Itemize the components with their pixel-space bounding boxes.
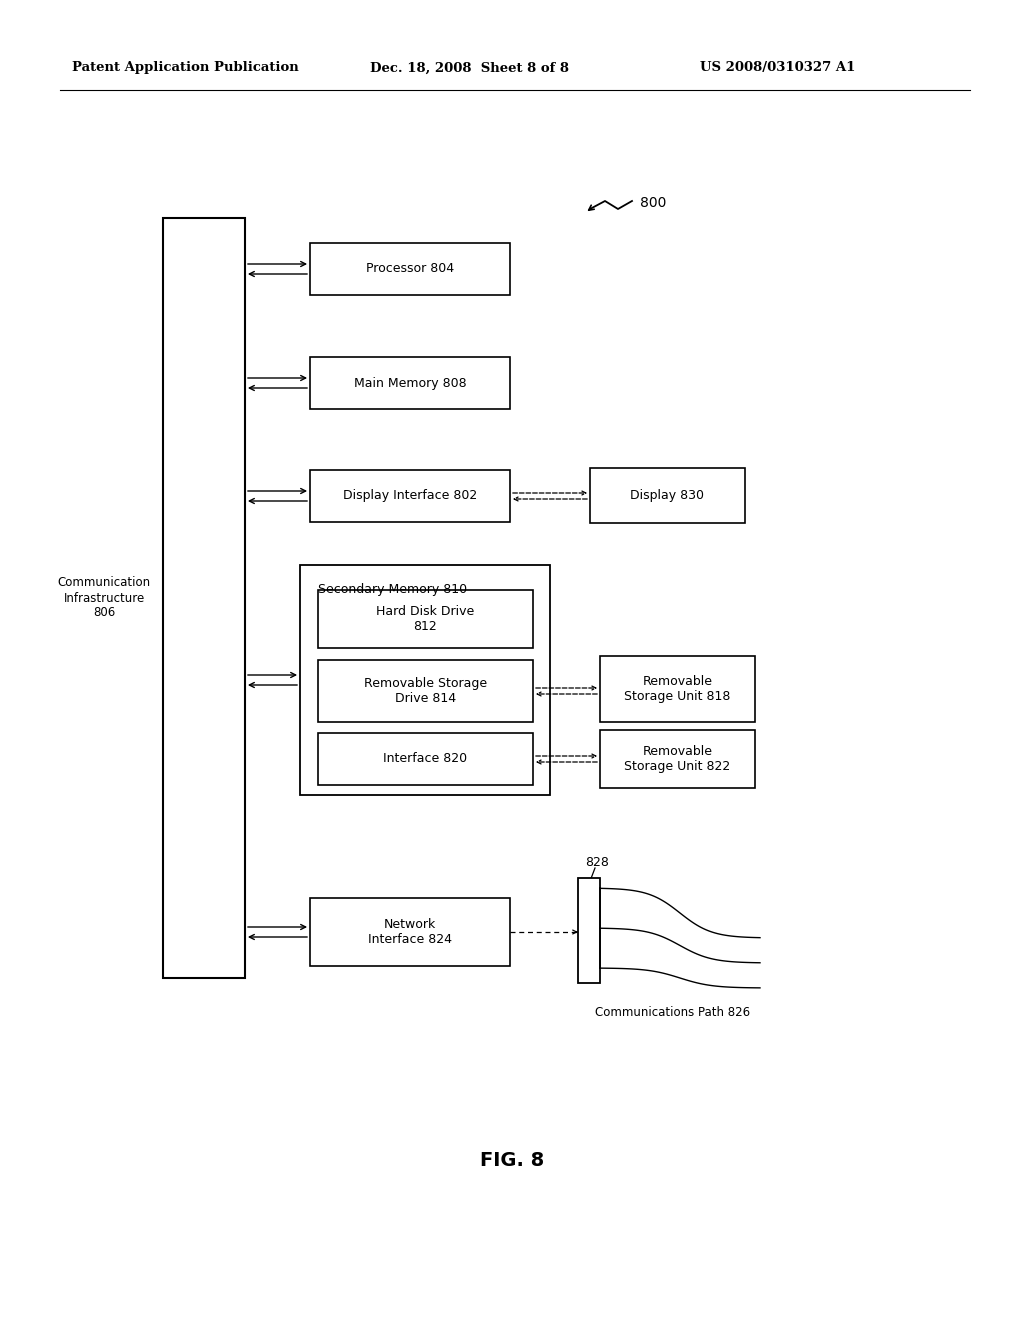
Bar xyxy=(590,469,745,523)
Bar xyxy=(310,356,510,409)
Text: Hard Disk Drive
812: Hard Disk Drive 812 xyxy=(377,605,475,634)
Text: Communication
Infrastructure
806: Communication Infrastructure 806 xyxy=(58,577,151,619)
Text: Display Interface 802: Display Interface 802 xyxy=(343,490,477,503)
Text: Dec. 18, 2008  Sheet 8 of 8: Dec. 18, 2008 Sheet 8 of 8 xyxy=(370,62,569,74)
Bar xyxy=(318,733,534,785)
Text: FIG. 8: FIG. 8 xyxy=(480,1151,544,1170)
Bar xyxy=(300,565,550,795)
Bar xyxy=(600,656,755,722)
Text: Interface 820: Interface 820 xyxy=(383,752,468,766)
Text: Processor 804: Processor 804 xyxy=(366,263,454,276)
Bar xyxy=(600,730,755,788)
Text: Removable Storage
Drive 814: Removable Storage Drive 814 xyxy=(364,677,487,705)
Text: Main Memory 808: Main Memory 808 xyxy=(353,376,466,389)
Bar xyxy=(163,218,245,978)
Text: Communications Path 826: Communications Path 826 xyxy=(595,1006,750,1019)
Text: Removable
Storage Unit 818: Removable Storage Unit 818 xyxy=(625,675,731,704)
Text: 800: 800 xyxy=(640,195,667,210)
Text: 828: 828 xyxy=(585,855,609,869)
Text: Network
Interface 824: Network Interface 824 xyxy=(368,917,452,946)
Bar xyxy=(318,660,534,722)
Bar xyxy=(310,898,510,966)
Text: Patent Application Publication: Patent Application Publication xyxy=(72,62,299,74)
Bar xyxy=(310,470,510,521)
Text: Removable
Storage Unit 822: Removable Storage Unit 822 xyxy=(625,744,731,774)
Bar xyxy=(310,243,510,294)
Text: Secondary Memory 810: Secondary Memory 810 xyxy=(318,583,467,597)
Bar xyxy=(578,878,600,983)
Text: US 2008/0310327 A1: US 2008/0310327 A1 xyxy=(700,62,855,74)
Text: Display 830: Display 830 xyxy=(631,488,705,502)
Bar xyxy=(318,590,534,648)
